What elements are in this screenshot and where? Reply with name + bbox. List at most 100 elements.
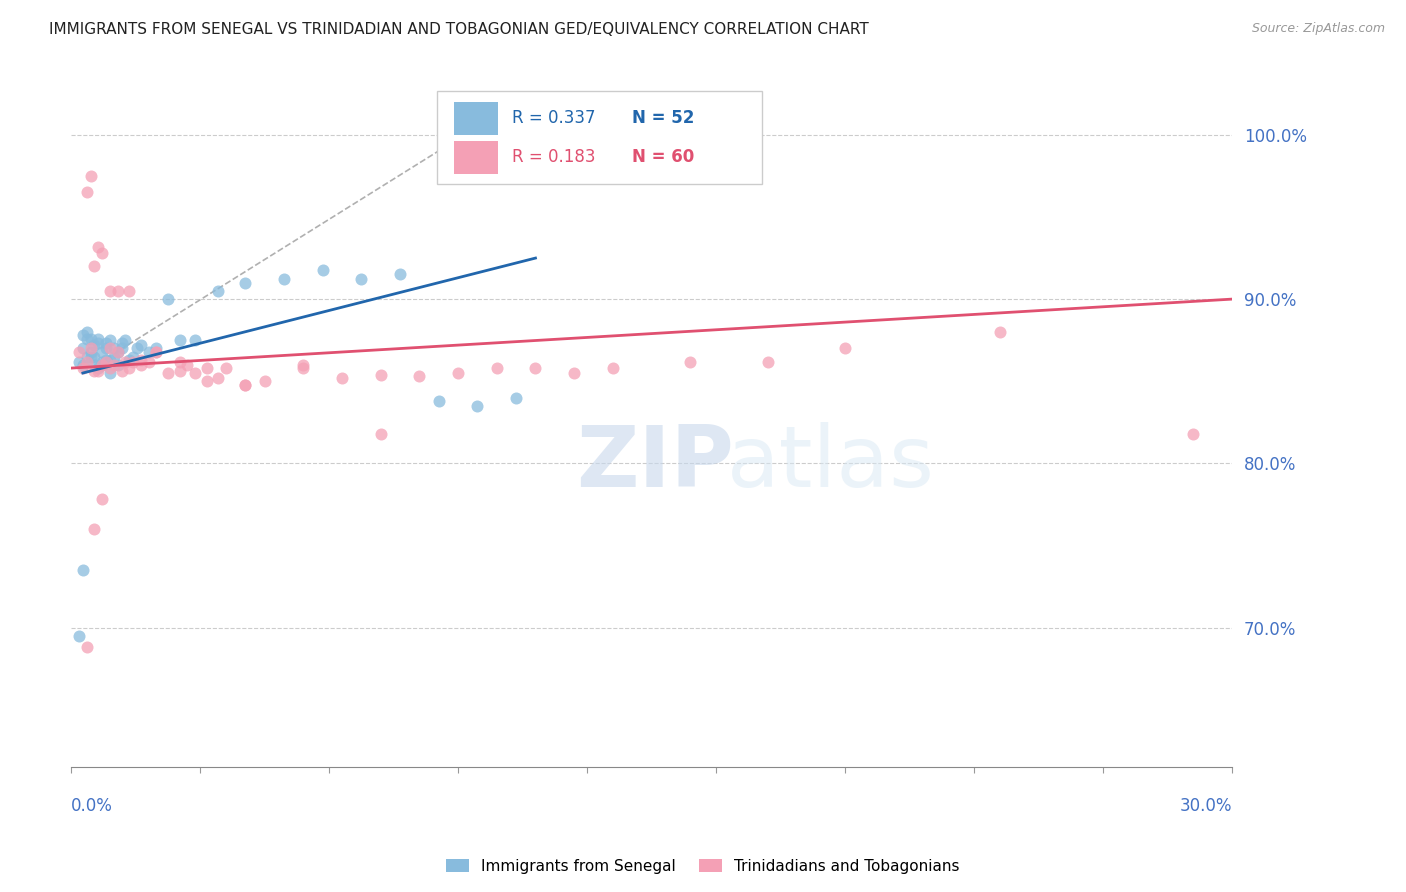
Point — [87, 361, 110, 376]
Point — [350, 272, 373, 286]
Point — [118, 284, 141, 298]
Point — [145, 344, 167, 359]
Point — [169, 364, 191, 378]
Point — [76, 354, 98, 368]
Point — [107, 358, 129, 372]
Point — [87, 239, 110, 253]
Point — [87, 332, 110, 346]
Point — [91, 344, 114, 359]
Point — [83, 522, 105, 536]
Point — [138, 354, 160, 368]
Point — [145, 342, 167, 356]
Point — [370, 426, 392, 441]
Point — [94, 342, 117, 356]
Point — [370, 368, 392, 382]
Point — [72, 328, 94, 343]
Point — [118, 352, 141, 367]
FancyBboxPatch shape — [437, 91, 762, 185]
Point — [273, 272, 295, 286]
Point — [98, 284, 121, 298]
Point — [76, 640, 98, 655]
Point — [427, 393, 450, 408]
Point — [156, 292, 179, 306]
Point — [145, 344, 167, 359]
Point — [129, 358, 152, 372]
Point — [103, 358, 125, 372]
Text: R = 0.337: R = 0.337 — [512, 109, 596, 128]
Point — [103, 350, 125, 364]
Point — [505, 391, 527, 405]
Point — [67, 354, 90, 368]
Point — [67, 344, 90, 359]
Point — [107, 344, 129, 359]
Point — [98, 352, 121, 367]
Point — [76, 325, 98, 339]
Text: N = 60: N = 60 — [631, 148, 695, 167]
Point — [98, 366, 121, 380]
Point — [94, 354, 117, 368]
Point — [207, 284, 229, 298]
Point — [87, 364, 110, 378]
Point — [129, 338, 152, 352]
Point — [834, 342, 856, 356]
Point — [83, 260, 105, 274]
Point — [98, 342, 121, 356]
Point — [76, 186, 98, 200]
Point — [79, 169, 101, 183]
Point — [118, 361, 141, 376]
Point — [114, 354, 136, 368]
Point — [467, 399, 489, 413]
Point — [125, 342, 148, 356]
Point — [988, 325, 1011, 339]
Point — [91, 492, 114, 507]
Point — [98, 333, 121, 347]
Point — [110, 342, 132, 356]
Point — [76, 350, 98, 364]
Point — [83, 364, 105, 378]
Point — [389, 268, 412, 282]
Point — [184, 366, 207, 380]
Text: 30.0%: 30.0% — [1180, 797, 1232, 814]
Point — [215, 361, 238, 376]
Point — [83, 358, 105, 372]
Point — [233, 377, 256, 392]
Text: 0.0%: 0.0% — [72, 797, 112, 814]
Point — [129, 352, 152, 367]
Point — [91, 358, 114, 372]
Point — [312, 262, 335, 277]
Point — [72, 342, 94, 356]
Point — [67, 629, 90, 643]
Point — [79, 344, 101, 359]
Point — [207, 371, 229, 385]
Point — [91, 354, 114, 368]
Point — [253, 374, 276, 388]
Point — [562, 366, 585, 380]
Point — [756, 354, 779, 368]
Point — [110, 336, 132, 351]
Legend: Immigrants from Senegal, Trinidadians and Tobagonians: Immigrants from Senegal, Trinidadians an… — [440, 853, 966, 880]
Point — [602, 361, 624, 376]
Point — [156, 366, 179, 380]
Point — [524, 361, 547, 376]
Point — [107, 344, 129, 359]
Point — [83, 350, 105, 364]
Point — [79, 350, 101, 364]
Point — [169, 333, 191, 347]
Point — [79, 342, 101, 356]
Text: Source: ZipAtlas.com: Source: ZipAtlas.com — [1251, 22, 1385, 36]
Point — [169, 354, 191, 368]
FancyBboxPatch shape — [454, 141, 498, 174]
Point — [679, 354, 702, 368]
Point — [103, 342, 125, 356]
Point — [447, 366, 470, 380]
Point — [195, 374, 218, 388]
Point — [122, 354, 145, 368]
Point — [195, 361, 218, 376]
Point — [1182, 426, 1205, 441]
Point — [233, 276, 256, 290]
Point — [292, 358, 315, 372]
Point — [408, 369, 430, 384]
Text: N = 52: N = 52 — [631, 109, 695, 128]
Point — [176, 358, 198, 372]
Text: ZIP: ZIP — [576, 422, 734, 505]
